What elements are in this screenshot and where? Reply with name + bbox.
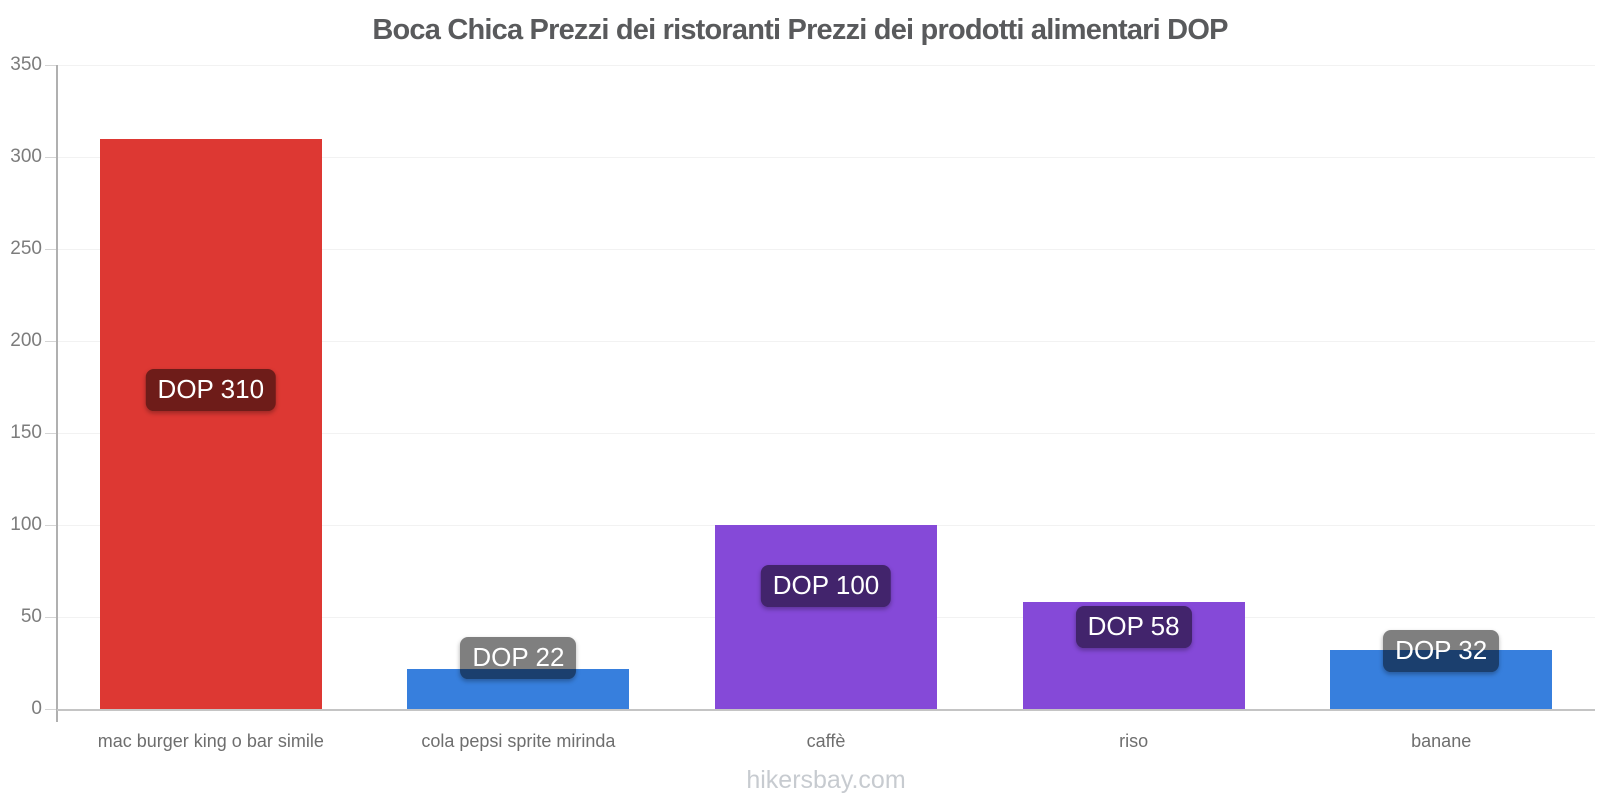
- y-axis-tick-300: [45, 157, 57, 158]
- gridline-350: [45, 65, 1595, 66]
- y-tick-label-100: 100: [10, 514, 42, 535]
- category-label-2: caffè: [806, 731, 846, 751]
- y-axis-tick-200: [45, 341, 57, 342]
- y-tick-label-50: 50: [20, 606, 42, 627]
- y-axis-tick-150: [45, 433, 57, 434]
- y-tick-label-250: 250: [10, 238, 42, 259]
- value-label-4: DOP 32: [1383, 630, 1500, 672]
- gridline-300: [45, 157, 1595, 158]
- y-axis-tick-50: [45, 617, 57, 618]
- bar-caffè: [715, 525, 937, 709]
- y-tick-label-0: 0: [31, 698, 42, 719]
- category-label-0: mac burger king o bar simile: [97, 731, 324, 751]
- gridline-250: [45, 249, 1595, 250]
- x-axis-line: [57, 709, 1595, 711]
- value-label-2: DOP 100: [760, 565, 892, 607]
- watermark-hikersbay: hikersbay.com: [746, 766, 906, 794]
- y-tick-label-150: 150: [10, 422, 42, 443]
- y-axis-tick-350: [45, 65, 57, 66]
- y-tick-label-350: 350: [10, 54, 42, 75]
- y-tick-label-300: 300: [10, 146, 42, 167]
- value-label-3: DOP 58: [1075, 606, 1192, 648]
- y-axis-line: [56, 65, 58, 722]
- y-axis-tick-250: [45, 249, 57, 250]
- y-axis-tick-0: [45, 709, 57, 710]
- bar-mac-burger-king-o-bar-simile: [99, 138, 322, 709]
- gridline-150: [45, 433, 1595, 434]
- category-label-3: riso: [1119, 731, 1149, 751]
- category-label-1: cola pepsi sprite mirinda: [421, 731, 616, 751]
- gridline-200: [45, 341, 1595, 342]
- y-axis-tick-100: [45, 525, 57, 526]
- chart-title: Boca Chica Prezzi dei ristoranti Prezzi …: [372, 14, 1228, 46]
- value-label-1: DOP 22: [460, 637, 577, 679]
- value-label-0: DOP 310: [145, 369, 277, 411]
- category-label-4: banane: [1411, 731, 1472, 751]
- y-tick-label-200: 200: [10, 330, 42, 351]
